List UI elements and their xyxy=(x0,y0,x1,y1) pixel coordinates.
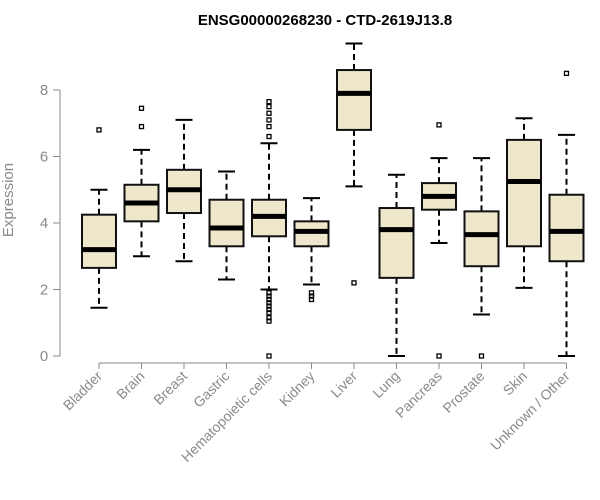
outlier-point xyxy=(266,293,272,299)
outlier-point xyxy=(266,103,272,110)
outlier-point xyxy=(266,353,272,359)
y-tick-label: 8 xyxy=(40,82,48,99)
outlier-point xyxy=(266,117,272,123)
box-brain xyxy=(123,105,160,258)
outlier-point xyxy=(478,353,485,359)
outlier-point xyxy=(266,133,272,140)
outlier-point xyxy=(563,70,570,77)
x-tick-label: Liver xyxy=(327,368,360,401)
box-skin xyxy=(506,117,542,289)
y-tick-label: 6 xyxy=(40,149,48,166)
box-bladder xyxy=(81,127,117,309)
outlier-point xyxy=(266,310,272,316)
outlier-point xyxy=(266,315,272,321)
outlier-point xyxy=(266,306,272,313)
iqr-box xyxy=(208,198,245,248)
chart-title: ENSG00000268230 - CTD-2619J13.8 xyxy=(198,12,452,29)
box-breast xyxy=(166,118,202,263)
iqr-box xyxy=(548,193,585,263)
box-pancreas xyxy=(421,122,457,359)
box-prostate xyxy=(463,157,500,359)
y-tick-label: 0 xyxy=(40,348,48,365)
outlier-point xyxy=(351,280,357,286)
x-tick-label: Brain xyxy=(113,368,147,402)
iqr-box xyxy=(506,138,542,248)
box-lung xyxy=(378,173,415,357)
outlier-point xyxy=(308,293,315,299)
x-tick-label: Unknown / Other xyxy=(487,368,573,454)
outlier-point xyxy=(266,290,272,296)
boxes xyxy=(81,42,585,359)
box-kidney xyxy=(293,197,330,303)
outlier-point xyxy=(436,122,442,128)
outlier-point xyxy=(436,353,442,359)
outlier-point xyxy=(266,110,272,116)
x-tick-label: Lung xyxy=(369,368,402,401)
box-unknown-other xyxy=(548,70,585,357)
box-hematopoietic-cells xyxy=(251,98,287,359)
outlier-point xyxy=(138,123,145,130)
x-tick-label: Kidney xyxy=(276,368,318,410)
y-tick-label: 2 xyxy=(40,282,48,299)
x-tick-label: Bladder xyxy=(60,368,106,414)
x-tick-label: Prostate xyxy=(439,368,487,416)
y-axis-label: Expression xyxy=(0,163,17,237)
outlier-point xyxy=(138,105,145,111)
outlier-point xyxy=(266,318,272,324)
outlier-point xyxy=(308,296,315,303)
iqr-box xyxy=(336,69,372,131)
iqr-box xyxy=(378,207,415,279)
box-liver xyxy=(336,42,372,286)
x-tick-label: Skin xyxy=(500,368,531,399)
box-gastric xyxy=(208,170,245,281)
x-tick-label: Breast xyxy=(150,368,190,408)
iqr-box xyxy=(81,213,117,269)
outlier-point xyxy=(266,98,272,105)
outlier-point xyxy=(96,127,102,133)
iqr-box xyxy=(463,210,500,268)
axes: 0 2 4 6 8 xyxy=(40,82,567,369)
outlier-point xyxy=(266,296,272,303)
outlier-point xyxy=(266,300,272,306)
outlier-point xyxy=(266,123,272,130)
x-tick-label: Pancreas xyxy=(392,368,445,421)
y-tick-label: 4 xyxy=(40,215,48,232)
outlier-point xyxy=(308,290,315,296)
outlier-point xyxy=(266,303,272,309)
